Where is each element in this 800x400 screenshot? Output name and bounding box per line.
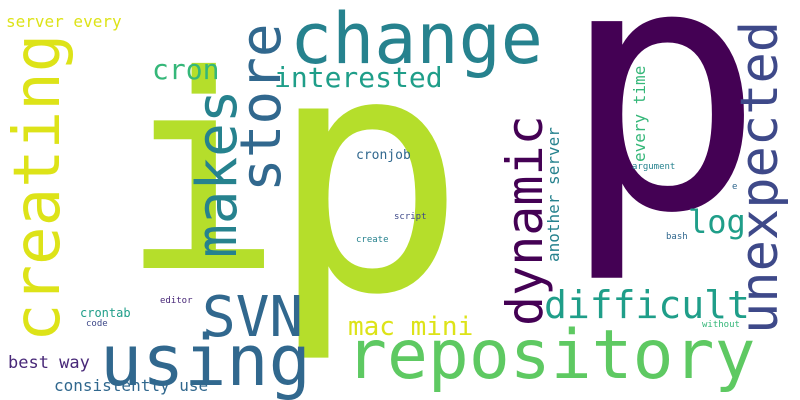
word-script: script <box>394 212 427 222</box>
word-every-time: every time <box>630 65 649 162</box>
word-best-way: best way <box>8 353 90 373</box>
word-interested: interested <box>274 61 443 94</box>
word-consistently-use: consistently use <box>54 376 209 395</box>
word-code: code <box>86 319 108 329</box>
word-editor: editor <box>160 296 193 306</box>
word-dynamic: dynamic <box>496 115 554 326</box>
word-ip-p1: p <box>268 0 467 367</box>
word-ip-p2: p <box>560 0 765 288</box>
word-cronjob: cronjob <box>356 148 411 163</box>
word-svn: SVN <box>202 285 304 350</box>
word-crontab: crontab <box>80 306 131 320</box>
word-store: store <box>229 23 294 192</box>
word-ip-i: i <box>120 17 283 332</box>
word-log: log <box>688 203 746 241</box>
word-unexpected: unexpected <box>730 20 790 334</box>
word-bash: bash <box>666 232 688 242</box>
word-mac-mini: mac mini <box>348 312 474 342</box>
word-cron: cron <box>152 53 220 86</box>
word-e: e <box>732 182 738 192</box>
word-repository: repository <box>346 316 756 395</box>
word-another-server: another server <box>544 127 563 262</box>
word-server-every: server every <box>6 12 122 31</box>
word-using: using <box>100 320 311 400</box>
word-create: create <box>356 235 389 245</box>
word-without: without <box>702 320 740 330</box>
word-change: change <box>290 0 543 80</box>
word-creating: creating <box>1 33 75 342</box>
word-difficult: difficult <box>544 283 750 327</box>
word-argument: argument <box>632 162 676 172</box>
